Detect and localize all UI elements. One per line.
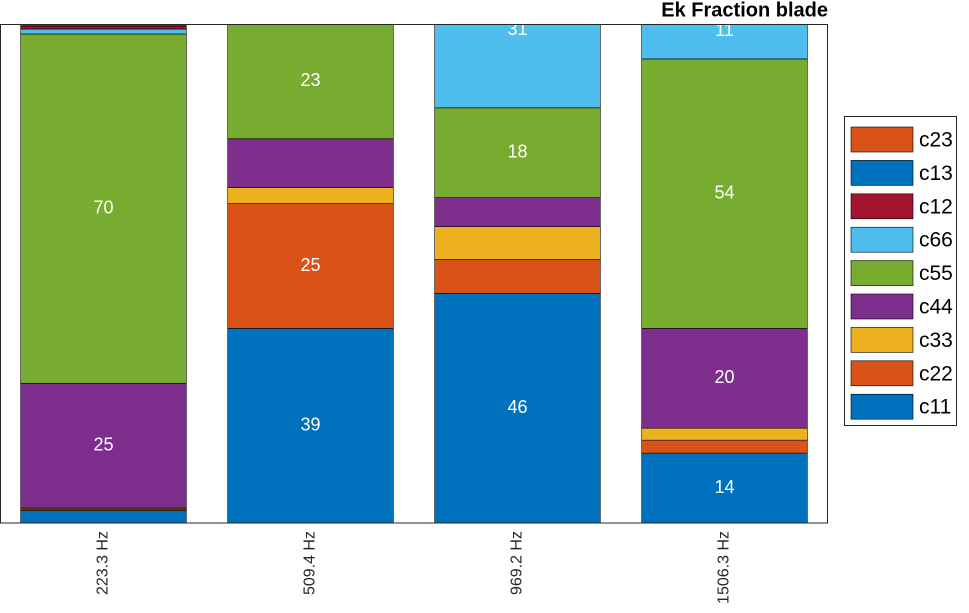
bar-segment bbox=[20, 382, 187, 509]
data-label: 25 bbox=[300, 255, 320, 275]
data-label: 14 bbox=[714, 477, 734, 497]
legend-label: c13 bbox=[919, 162, 953, 185]
legend-swatch bbox=[850, 360, 914, 387]
data-label: 46 bbox=[507, 397, 527, 417]
legend-swatch bbox=[850, 193, 914, 220]
legend-swatch bbox=[850, 226, 914, 253]
bar-segment bbox=[641, 439, 808, 454]
bar-segment bbox=[20, 510, 187, 523]
bar-segment bbox=[641, 427, 808, 441]
bar-segment bbox=[434, 226, 601, 260]
legend-label: c33 bbox=[919, 329, 953, 352]
bar-segment bbox=[20, 33, 187, 384]
bar-segment bbox=[641, 58, 808, 329]
bar-segment bbox=[434, 259, 601, 294]
chart-title: Ek Fraction blade bbox=[661, 0, 828, 21]
bar-segment bbox=[20, 28, 187, 35]
data-label: 31 bbox=[507, 19, 527, 39]
bar-segment bbox=[641, 328, 808, 429]
legend-label: c66 bbox=[919, 229, 953, 252]
bar-segment bbox=[641, 452, 808, 523]
bars bbox=[20, 24, 808, 523]
data-label: 20 bbox=[714, 367, 734, 387]
legend-label: c12 bbox=[919, 195, 953, 218]
legend-swatch bbox=[850, 126, 914, 153]
legend-label: c11 bbox=[919, 396, 951, 419]
bar-segment bbox=[227, 24, 394, 140]
legend-label: c44 bbox=[919, 296, 953, 319]
legend-label: c23 bbox=[919, 129, 953, 152]
bar-segment bbox=[227, 328, 394, 523]
data-label: 54 bbox=[714, 182, 734, 202]
bar-segment bbox=[434, 293, 601, 523]
x-tick-label: 223.3 Hz bbox=[95, 531, 112, 595]
data-label: 23 bbox=[300, 70, 320, 90]
data-label: 11 bbox=[715, 20, 734, 40]
data-label: 25 bbox=[93, 434, 113, 454]
data-label: 39 bbox=[300, 414, 320, 434]
bar-segment bbox=[227, 138, 394, 188]
legend-swatch bbox=[850, 327, 914, 353]
legend-swatch bbox=[850, 160, 914, 186]
bar-segment bbox=[434, 107, 601, 198]
plot-frame bbox=[0, 24, 828, 524]
legend-swatch bbox=[850, 293, 914, 320]
data-label: 18 bbox=[507, 141, 527, 161]
legend-swatch bbox=[850, 393, 914, 420]
x-tick-label: 1506.3 Hz bbox=[716, 531, 733, 604]
legend: c11 c22 c33 c44 c55 c66 c12 c13 c23 bbox=[850, 126, 953, 420]
bar-segment bbox=[434, 197, 601, 227]
bar-segment bbox=[20, 25, 187, 30]
bar-segment bbox=[227, 187, 394, 204]
bar-segment bbox=[434, 24, 601, 109]
legend-label: c55 bbox=[919, 262, 953, 285]
bar-segment bbox=[641, 24, 808, 60]
bar-segment bbox=[227, 203, 394, 329]
legend-label: c22 bbox=[919, 362, 953, 385]
x-tick-label: 969.2 Hz bbox=[509, 531, 526, 595]
legend-swatch bbox=[850, 260, 914, 286]
x-tick-label: 509.4 Hz bbox=[302, 531, 319, 595]
data-label: 70 bbox=[93, 197, 113, 217]
